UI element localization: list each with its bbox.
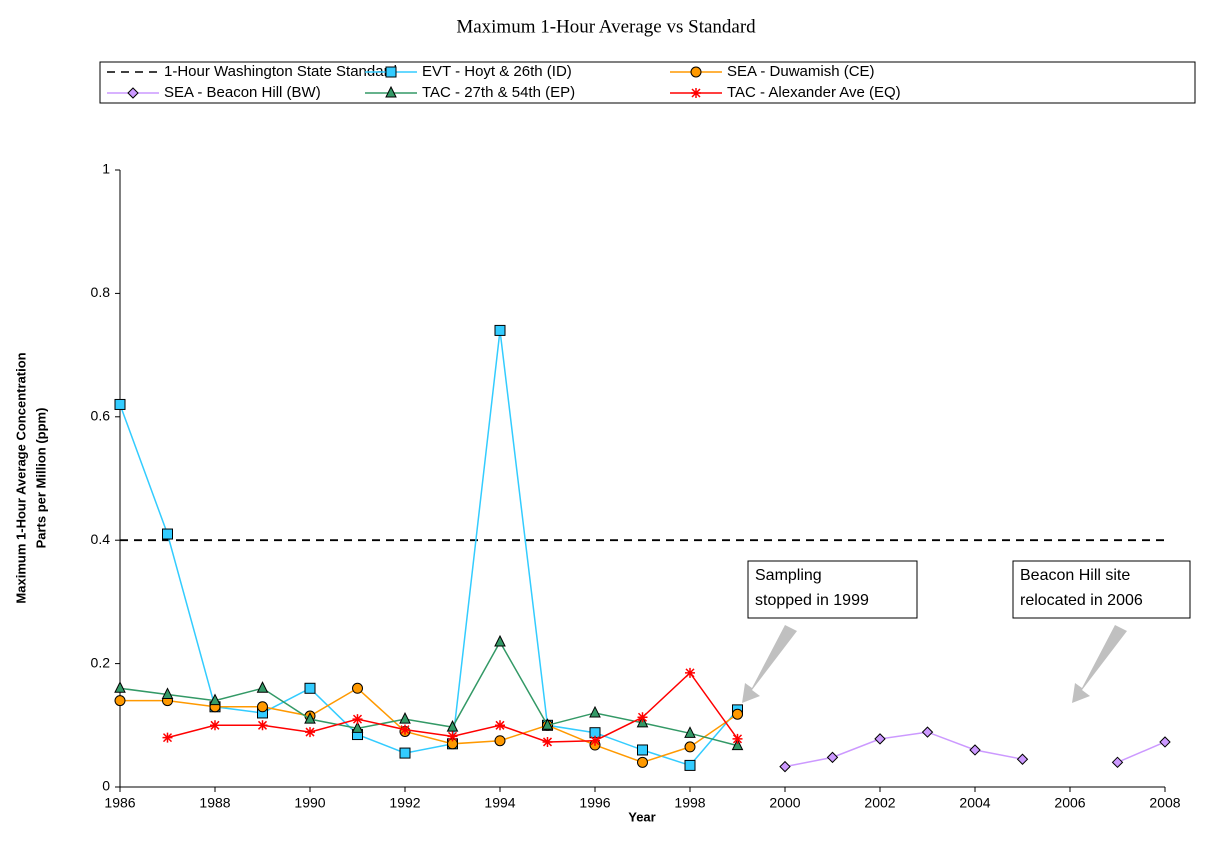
marker [114, 398, 126, 410]
series-line [119, 330, 739, 767]
y-tick-label: 1 [102, 161, 110, 177]
x-tick-label: 1992 [389, 795, 420, 811]
marker [447, 731, 458, 742]
x-tick-label: 1990 [294, 795, 325, 811]
marker [691, 88, 701, 98]
marker [351, 721, 364, 733]
marker [637, 712, 648, 723]
x-tick-label: 1986 [104, 795, 135, 811]
marker [969, 744, 981, 756]
marker [352, 682, 363, 694]
x-tick-label: 2004 [959, 795, 990, 811]
marker [541, 718, 554, 730]
marker [874, 733, 886, 745]
annotation: stopped in 1999 [755, 592, 869, 609]
annotation: Beacon Hill site [1020, 567, 1130, 584]
marker [1111, 756, 1124, 769]
marker [210, 720, 220, 731]
series-line [119, 640, 738, 747]
marker [352, 714, 363, 725]
marker [732, 733, 743, 744]
marker [921, 726, 934, 738]
marker [637, 744, 648, 756]
arrow [742, 625, 797, 703]
marker [304, 712, 316, 724]
marker [494, 634, 506, 647]
y-tick-label: 0 [102, 778, 110, 794]
legend-label: SEA - Duwamish (CE) [727, 63, 875, 80]
legend-label: TAC - Alexander Ave (EQ) [727, 84, 901, 101]
marker [590, 735, 600, 746]
x-tick-label: 2006 [1054, 795, 1085, 811]
marker [305, 727, 315, 738]
arrow [1072, 625, 1127, 703]
marker [385, 85, 397, 98]
marker [684, 759, 696, 771]
marker [209, 693, 221, 706]
annotation: Sampling [755, 567, 822, 584]
legend-label: TAC - 27th & 54th (EP) [422, 84, 575, 101]
y-axis-title: Maximum 1-Hour Average Concentration [13, 352, 28, 603]
marker [589, 705, 601, 718]
marker [257, 701, 268, 713]
x-tick-label: 1988 [199, 795, 230, 811]
marker [162, 528, 173, 540]
legend-label: EVT - Hoyt & 26th (ID) [422, 63, 572, 80]
legend-label: SEA - Beacon Hill (BW) [164, 84, 321, 101]
marker [732, 708, 743, 720]
marker [685, 667, 695, 678]
y-tick-label: 0.2 [91, 654, 111, 670]
chart-title: Maximum 1-Hour Average vs Standard [456, 16, 756, 37]
x-tick-label: 1994 [484, 795, 515, 811]
marker [1016, 753, 1029, 765]
y-tick-label: 0.8 [91, 284, 111, 300]
marker [304, 682, 316, 694]
x-tick-label: 2000 [769, 795, 800, 811]
series-line [120, 687, 738, 764]
marker [446, 720, 459, 732]
marker [637, 756, 648, 768]
marker [684, 726, 696, 738]
marker [114, 695, 126, 707]
marker [385, 66, 397, 78]
x-axis-title: Year [628, 809, 655, 824]
series-line [784, 731, 1166, 768]
marker [1159, 736, 1171, 748]
marker [127, 87, 139, 99]
marker [779, 760, 791, 773]
marker [731, 738, 744, 751]
annotation-box [1012, 560, 1191, 619]
marker [257, 720, 268, 731]
marker [399, 712, 411, 724]
x-tick-label: 2002 [864, 795, 895, 811]
marker [400, 724, 410, 735]
marker [114, 681, 126, 693]
marker [690, 66, 702, 78]
x-tick-label: 2008 [1149, 795, 1180, 811]
y-tick-label: 0.6 [91, 408, 111, 424]
marker [494, 324, 506, 336]
marker [495, 720, 505, 731]
marker [826, 751, 839, 764]
y-axis-title: Parts per Million (ppm) [33, 408, 48, 549]
marker [684, 741, 696, 753]
y-tick-label: 0.4 [91, 531, 111, 547]
marker [399, 747, 411, 759]
marker [256, 681, 269, 693]
marker [161, 687, 174, 699]
marker [494, 735, 506, 747]
x-tick-label: 1996 [579, 795, 610, 811]
marker [162, 732, 173, 743]
annotation: relocated in 2006 [1020, 592, 1143, 609]
legend-box [99, 61, 1196, 104]
marker [542, 736, 553, 747]
annotation-box [747, 560, 918, 619]
legend-label: 1-Hour Washington State Standard [164, 63, 397, 80]
x-tick-label: 1998 [674, 795, 705, 811]
